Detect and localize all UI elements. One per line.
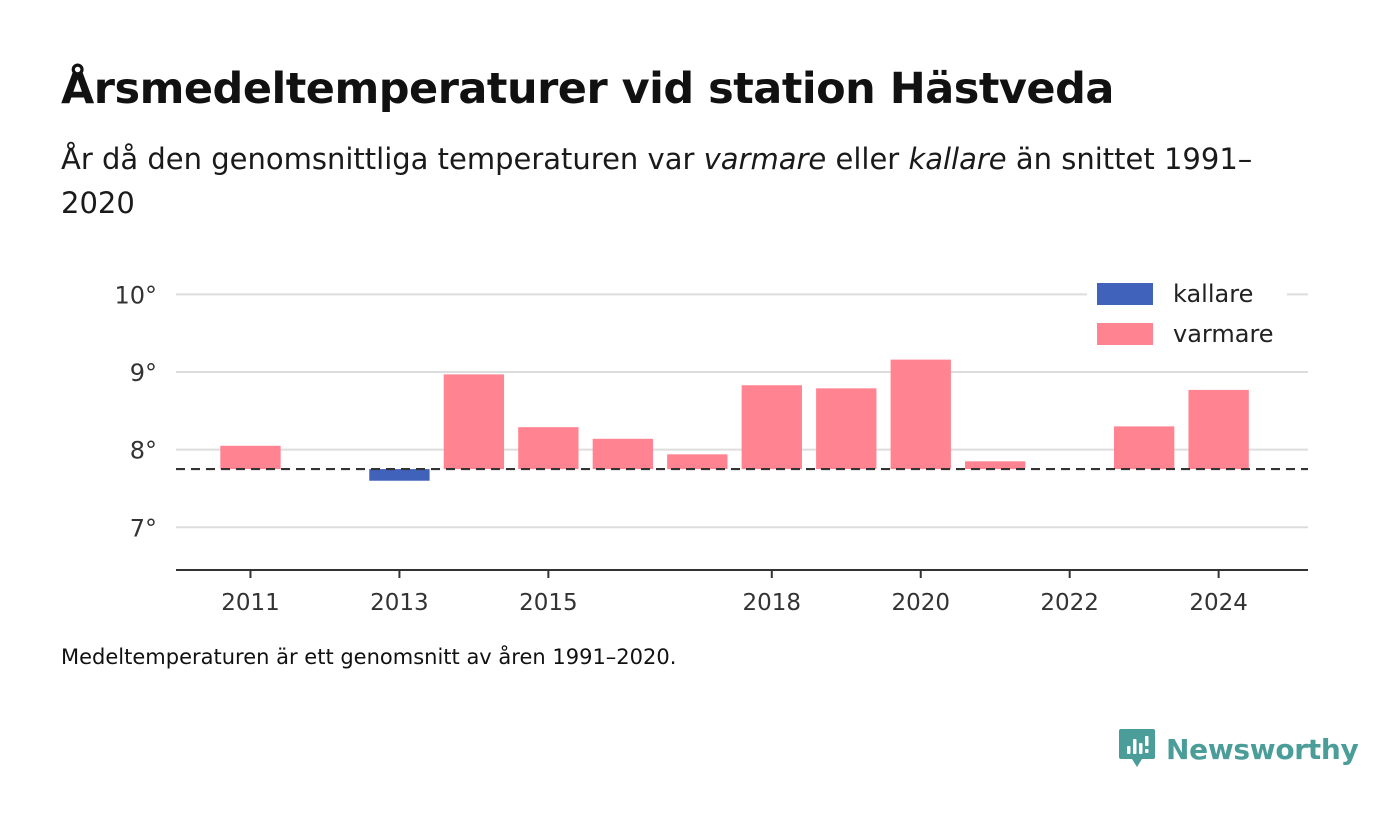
subtitle-part-3: än snittet 1991–2020 bbox=[61, 142, 1253, 220]
temperature-bar-chart: 7° 8° 9° 10° 2011 2013 2015 2018 2020 2022 2024 ka… bbox=[114, 279, 1308, 616]
subtitle-cold-word: kallare bbox=[908, 142, 1007, 176]
x-tick-label: 2022 bbox=[1040, 590, 1099, 616]
bar-warmer bbox=[518, 427, 579, 470]
legend-swatch-varmare bbox=[1097, 323, 1153, 345]
bar-warmer bbox=[220, 445, 281, 470]
bar-warmer bbox=[443, 374, 505, 470]
newsworthy-logo-icon bbox=[1119, 729, 1155, 767]
y-tick-label: 8° bbox=[130, 437, 157, 465]
subtitle-part-1: År då den genomsnittliga temperaturen va… bbox=[61, 142, 704, 176]
x-tick-label: 2013 bbox=[370, 590, 429, 616]
bar-warmer bbox=[667, 454, 728, 470]
brand-logo: Newsworthy bbox=[1118, 727, 1359, 771]
bar-warmer bbox=[890, 359, 951, 470]
bars bbox=[220, 359, 1249, 481]
y-tick-label: 10° bbox=[114, 281, 157, 309]
axes: 7° 8° 9° 10° 2011 2013 2015 2018 2020 2022 2024 bbox=[114, 281, 1308, 616]
bar-colder bbox=[369, 469, 430, 481]
x-tick-label: 2015 bbox=[519, 590, 578, 616]
legend-label-varmare: varmare bbox=[1173, 320, 1274, 348]
x-tick-label: 2011 bbox=[221, 590, 280, 616]
bar-warmer bbox=[741, 385, 802, 470]
x-tick-label: 2018 bbox=[743, 590, 802, 616]
legend-swatch-kallare bbox=[1097, 283, 1153, 305]
legend: kallare varmare bbox=[1087, 279, 1287, 355]
y-tick-label: 7° bbox=[130, 514, 157, 542]
subtitle-warm-word: varmare bbox=[703, 142, 827, 176]
x-tick-label: 2024 bbox=[1189, 590, 1248, 616]
bar-warmer bbox=[592, 438, 654, 470]
legend-label-kallare: kallare bbox=[1173, 280, 1253, 308]
chart-title: Årsmedeltemperaturer vid station Hästved… bbox=[61, 64, 1114, 114]
y-tick-label: 9° bbox=[130, 359, 157, 387]
x-tick-label: 2020 bbox=[891, 590, 950, 616]
brand-name: Newsworthy bbox=[1166, 732, 1359, 766]
bar-warmer bbox=[1188, 389, 1249, 470]
bar-warmer bbox=[1113, 426, 1175, 470]
subtitle-part-2: eller bbox=[826, 142, 909, 176]
chart-subtitle: År då den genomsnittliga temperaturen va… bbox=[61, 137, 1311, 225]
bar-warmer bbox=[965, 461, 1026, 470]
bar-warmer bbox=[816, 388, 877, 470]
footnote: Medeltemperaturen är ett genomsnitt av å… bbox=[61, 645, 677, 669]
